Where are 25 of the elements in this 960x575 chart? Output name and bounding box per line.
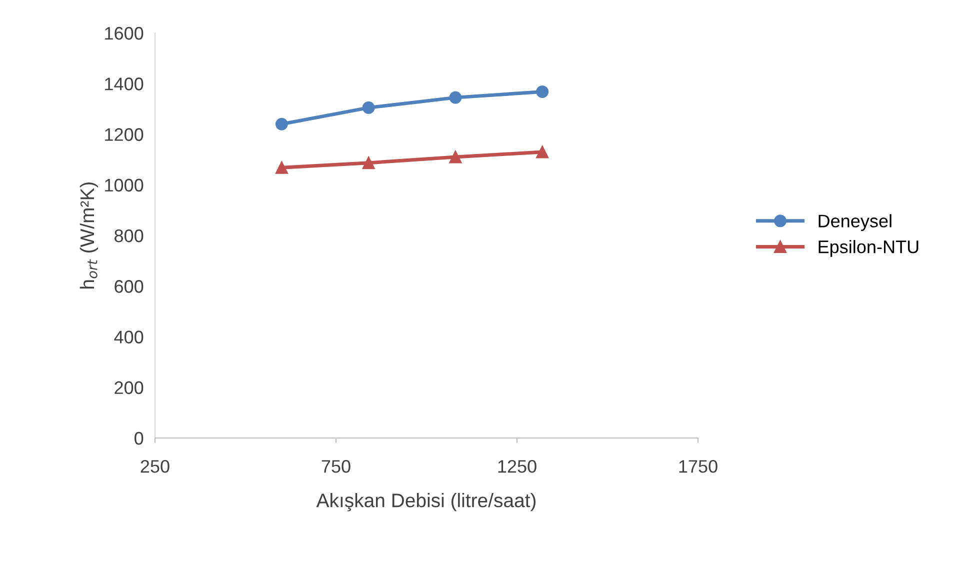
y-axis-title: h$_{ort}$ (W/m²K) [80, 182, 98, 288]
y-tick-label: 800 [114, 229, 144, 242]
point [275, 161, 288, 174]
point [536, 85, 549, 98]
x-tick-label: 250 [140, 460, 170, 473]
y-tick-label: 1400 [105, 78, 144, 90]
point [449, 150, 462, 164]
y-tick-label: 1600 [105, 26, 144, 40]
point [362, 101, 375, 114]
x-tick-label: 1250 [498, 460, 536, 473]
y-tick-label: 0 [134, 432, 144, 445]
x-tick-label: 1750 [679, 460, 718, 473]
x-axis-title: Akışkan Debisi (litre/saat) [316, 493, 536, 512]
y-tick-label: 200 [114, 381, 144, 394]
y-tick-label: 1000 [105, 178, 144, 192]
x-tick-label: 750 [322, 460, 350, 473]
point [362, 156, 375, 170]
point [449, 91, 462, 104]
point [275, 118, 288, 130]
legend-label: Deneysel [818, 214, 892, 231]
y-tick-label: 600 [114, 280, 144, 293]
y-tick-label: 1200 [105, 128, 144, 141]
point [536, 146, 549, 158]
y-tick-label: 400 [114, 330, 144, 344]
legend-label: Epsilon-NTU [818, 240, 918, 257]
